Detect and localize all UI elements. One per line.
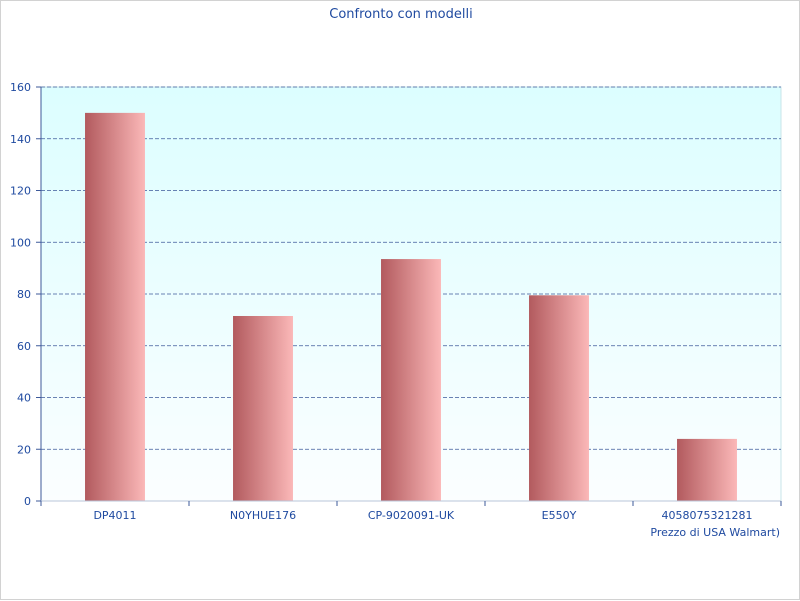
y-tick-label: 0 — [24, 495, 31, 508]
x-axis-title: Prezzo di USA Walmart) — [650, 526, 780, 539]
y-tick-label: 160 — [10, 81, 31, 94]
y-tick-label: 140 — [10, 133, 31, 146]
y-tick-label: 60 — [17, 340, 31, 353]
x-tick-label: 4058075321281 — [662, 509, 753, 522]
bar-4058075321281 — [677, 438, 737, 501]
x-tick-label: CP-9020091-UK — [368, 509, 455, 522]
bar-cp-9020091-uk — [381, 259, 441, 501]
x-tick-label: N0YHUE176 — [230, 509, 296, 522]
bar-dp4011 — [85, 112, 145, 501]
bar-e550y — [529, 295, 589, 501]
y-tick-label: 20 — [17, 443, 31, 456]
x-tick-label: DP4011 — [93, 509, 136, 522]
y-tick-label: 100 — [10, 236, 31, 249]
y-tick-label: 120 — [10, 185, 31, 198]
y-tick-label: 40 — [17, 392, 31, 405]
chart-title: Confronto con modelli — [329, 7, 472, 22]
x-tick-label: E550Y — [542, 509, 577, 522]
bar-n0yhue176 — [233, 315, 293, 501]
y-tick-label: 80 — [17, 288, 31, 301]
